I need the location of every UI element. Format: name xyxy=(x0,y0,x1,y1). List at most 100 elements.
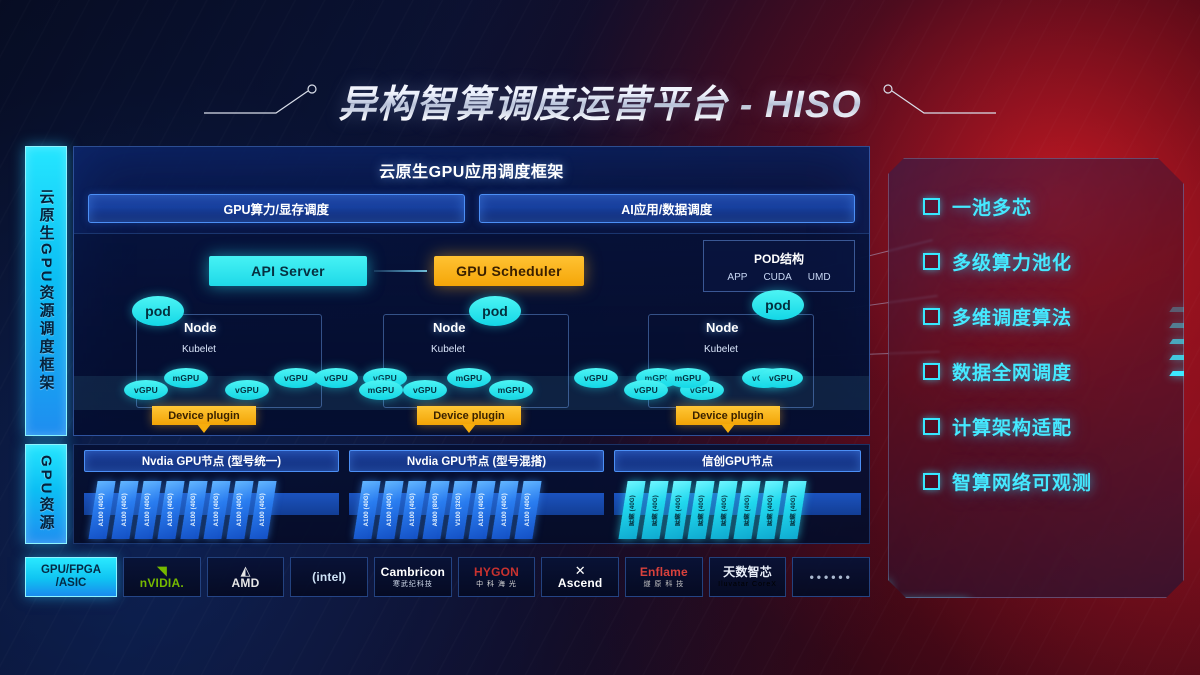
gpu-scheduler-node[interactable]: GPU Scheduler xyxy=(434,256,584,286)
device-plugin-badge[interactable]: Device plugin xyxy=(676,406,780,425)
vendor-logo-iluvatar-corex[interactable]: 天数智芯 Iluvatar CoreX xyxy=(708,557,787,597)
vendor-logo-intel[interactable]: (intel) xyxy=(290,557,369,597)
feature-label: 多级算力池化 xyxy=(952,253,1073,274)
gpu-card[interactable]: 昇腾 (40G) xyxy=(710,481,738,539)
api-server-node[interactable]: API Server xyxy=(209,256,367,286)
device-plugin-badge[interactable]: Device plugin xyxy=(152,406,256,425)
vgpu-badge[interactable]: vGPU xyxy=(274,368,318,388)
gpu-card[interactable]: A100 (40G) xyxy=(226,481,254,539)
pod-structure-box: POD结构 APP CUDA UMD xyxy=(703,240,855,292)
feature-item-2[interactable]: 多维调度算法 xyxy=(923,303,1169,330)
vendor-label: HYGON xyxy=(474,564,520,579)
gpu-card[interactable]: A100 (40G) xyxy=(399,481,427,539)
vendor-logo-hygon[interactable]: HYGON 中 科 海 光 xyxy=(457,557,536,597)
vendor-logo-ascend[interactable]: ✕ Ascend xyxy=(541,557,620,597)
mgpu-badge[interactable]: mGPU xyxy=(666,368,710,388)
gpu-card[interactable]: 昇腾 (40G) xyxy=(779,481,807,539)
gpu-card[interactable]: A100 (40G) xyxy=(134,481,162,539)
vgpu-badge[interactable]: vGPU xyxy=(624,380,668,400)
vendor-label: AMD xyxy=(231,576,260,590)
gpu-card[interactable]: A100 (40G) xyxy=(376,481,404,539)
gpu-card-label: 昇腾 (40G) xyxy=(675,494,682,526)
vendor-label: 天数智芯 xyxy=(723,564,772,579)
mgpu-badge[interactable]: mGPU xyxy=(489,380,533,400)
vgpu-badge[interactable]: vGPU xyxy=(225,380,269,400)
gpu-card[interactable]: A100 (40G) xyxy=(249,481,277,539)
vendor-logo-more[interactable]: •••••• xyxy=(792,557,871,597)
gpu-node-header[interactable]: Nvdia GPU节点 (型号混搭) xyxy=(349,450,604,472)
gpu-cards: A100 (40G) A100 (40G) A100 (40G) A800 (80G)… xyxy=(349,481,604,539)
gpu-card[interactable]: A100 (40G) xyxy=(203,481,231,539)
gpu-card-label: 昇腾 (40G) xyxy=(744,494,751,526)
gpu-card-label: 昇腾 (40G) xyxy=(790,494,797,526)
vgpu-badge[interactable]: vGPU xyxy=(124,380,168,400)
gpu-resource-row: Nvdia GPU节点 (型号统一) A100 (40G) A100 (40G) A… xyxy=(73,444,870,544)
vgpu-badge[interactable]: vGPU xyxy=(403,380,447,400)
framework-box: 云原生GPU应用调度框架 GPU算力/显存调度 AI应用/数据调度 API Se… xyxy=(73,146,870,436)
mgpu-badge[interactable]: mGPU xyxy=(164,368,208,388)
gpu-card[interactable]: 昇腾 (40G) xyxy=(664,481,692,539)
feature-label: 计算架构适配 xyxy=(952,418,1073,439)
feature-label: 智算网络可观测 xyxy=(952,473,1093,494)
gpu-card-strip: A100 (40G) A100 (40G) A100 (40G) A800 (80G)… xyxy=(349,481,604,539)
gpu-card[interactable]: A100 (40G) xyxy=(514,481,542,539)
pod-badge[interactable]: pod xyxy=(132,296,184,326)
architecture-panel: 云原生GPU资源调度框架 GPU资源 云原生GPU应用调度框架 GPU算力/显存… xyxy=(25,146,870,601)
framework-bar-ai-data[interactable]: AI应用/数据调度 xyxy=(478,194,855,223)
pod-badge[interactable]: pod xyxy=(469,296,521,326)
framework-bar-gpu-compute[interactable]: GPU算力/显存调度 xyxy=(88,194,465,223)
gpu-card-strip: 昇腾 (40G) 昇腾 (40G) 昇腾 (40G) 昇腾 (40G) 昇腾 (40G)… xyxy=(614,481,861,539)
gpu-card-label: 昇腾 (40G) xyxy=(698,494,705,526)
feature-item-4[interactable]: 计算架构适配 xyxy=(923,413,1169,440)
vgpu-badge[interactable]: vGPU xyxy=(314,368,358,388)
mgpu-badge[interactable]: mGPU xyxy=(359,380,403,400)
pod-badge[interactable]: pod xyxy=(752,290,804,320)
sidebar-item-gpu-resources[interactable]: GPU资源 xyxy=(25,444,67,544)
flow-arrow-api-to-scheduler xyxy=(374,270,427,272)
gpu-card[interactable]: 昇腾 (40G) xyxy=(687,481,715,539)
checkbox-icon xyxy=(923,308,940,325)
gpu-card[interactable]: V100 (32G) xyxy=(445,481,473,539)
vendor-sublabel: Iluvatar CoreX xyxy=(718,580,777,588)
vendor-logo-nvidia[interactable]: ◥ nVIDIA. xyxy=(123,557,201,597)
gpu-card[interactable]: A100 (40G) xyxy=(180,481,208,539)
device-plugin-badge[interactable]: Device plugin xyxy=(417,406,521,425)
gpu-card[interactable]: 昇腾 (40G) xyxy=(756,481,784,539)
page-title: 异构智算调度运营平台 - HISO xyxy=(0,72,1200,128)
feature-item-5[interactable]: 智算网络可观测 xyxy=(923,468,1169,495)
checkbox-icon xyxy=(923,198,940,215)
gpu-card[interactable]: A100 (40G) xyxy=(353,481,381,539)
gpu-cards: 昇腾 (40G) 昇腾 (40G) 昇腾 (40G) 昇腾 (40G) 昇腾 (40G)… xyxy=(614,481,861,539)
decorative-corner-icon xyxy=(883,601,969,607)
node-label: Node xyxy=(706,320,739,335)
vendor-logo-gpu-fpga-asic[interactable]: GPU/FPGA/ASIC xyxy=(25,557,117,597)
vendor-logo-cambricon[interactable]: Cambricon 寒武纪科技 xyxy=(374,557,452,597)
gpu-card[interactable]: A100 (40G) xyxy=(111,481,139,539)
gpu-card[interactable]: A100 (40G) xyxy=(157,481,185,539)
feature-item-1[interactable]: 多级算力池化 xyxy=(923,248,1169,275)
vgpu-badge[interactable]: vGPU xyxy=(574,368,618,388)
gpu-card-label: 昇腾 (40G) xyxy=(652,494,659,526)
gpu-node-header[interactable]: Nvdia GPU节点 (型号统一) xyxy=(84,450,339,472)
vendor-sublabel: 中 科 海 光 xyxy=(476,580,517,588)
checkbox-icon xyxy=(923,253,940,270)
gpu-card-label: A100 (40G) xyxy=(479,493,486,527)
vendor-logo-amd[interactable]: ◭ AMD xyxy=(206,557,285,597)
gpu-card[interactable]: 昇腾 (40G) xyxy=(618,481,646,539)
gpu-node-header[interactable]: 信创GPU节点 xyxy=(614,450,861,472)
gpu-card[interactable]: A800 (80G) xyxy=(422,481,450,539)
gpu-card[interactable]: A100 (40G) xyxy=(491,481,519,539)
device-plugin-arrow xyxy=(721,424,735,433)
mgpu-badge[interactable]: mGPU xyxy=(447,368,491,388)
gpu-card[interactable]: A100 (40G) xyxy=(468,481,496,539)
gpu-card[interactable]: 昇腾 (40G) xyxy=(733,481,761,539)
vgpu-badge[interactable]: vGPU xyxy=(759,368,803,388)
framework-title: 云原生GPU应用调度框架 xyxy=(379,164,564,181)
vendor-logo-enflame[interactable]: Enflame 燧 原 科 技 xyxy=(625,557,703,597)
gpu-card[interactable]: 昇腾 (40G) xyxy=(641,481,669,539)
gpu-card-label: A100 (40G) xyxy=(99,493,106,527)
sidebar-item-cloud-native-gpu-scheduling-framework[interactable]: 云原生GPU资源调度框架 xyxy=(25,146,67,436)
feature-item-0[interactable]: 一池多芯 xyxy=(923,193,1169,220)
gpu-card[interactable]: A100 (40G) xyxy=(88,481,116,539)
feature-item-3[interactable]: 数据全网调度 xyxy=(923,358,1169,385)
